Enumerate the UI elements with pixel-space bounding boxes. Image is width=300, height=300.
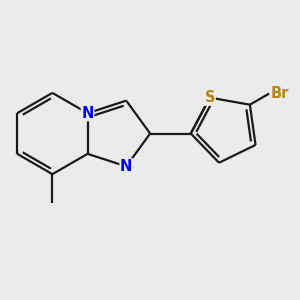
Text: N: N — [81, 106, 94, 121]
Text: S: S — [205, 90, 215, 105]
Text: Br: Br — [270, 86, 289, 101]
Text: N: N — [120, 159, 132, 174]
